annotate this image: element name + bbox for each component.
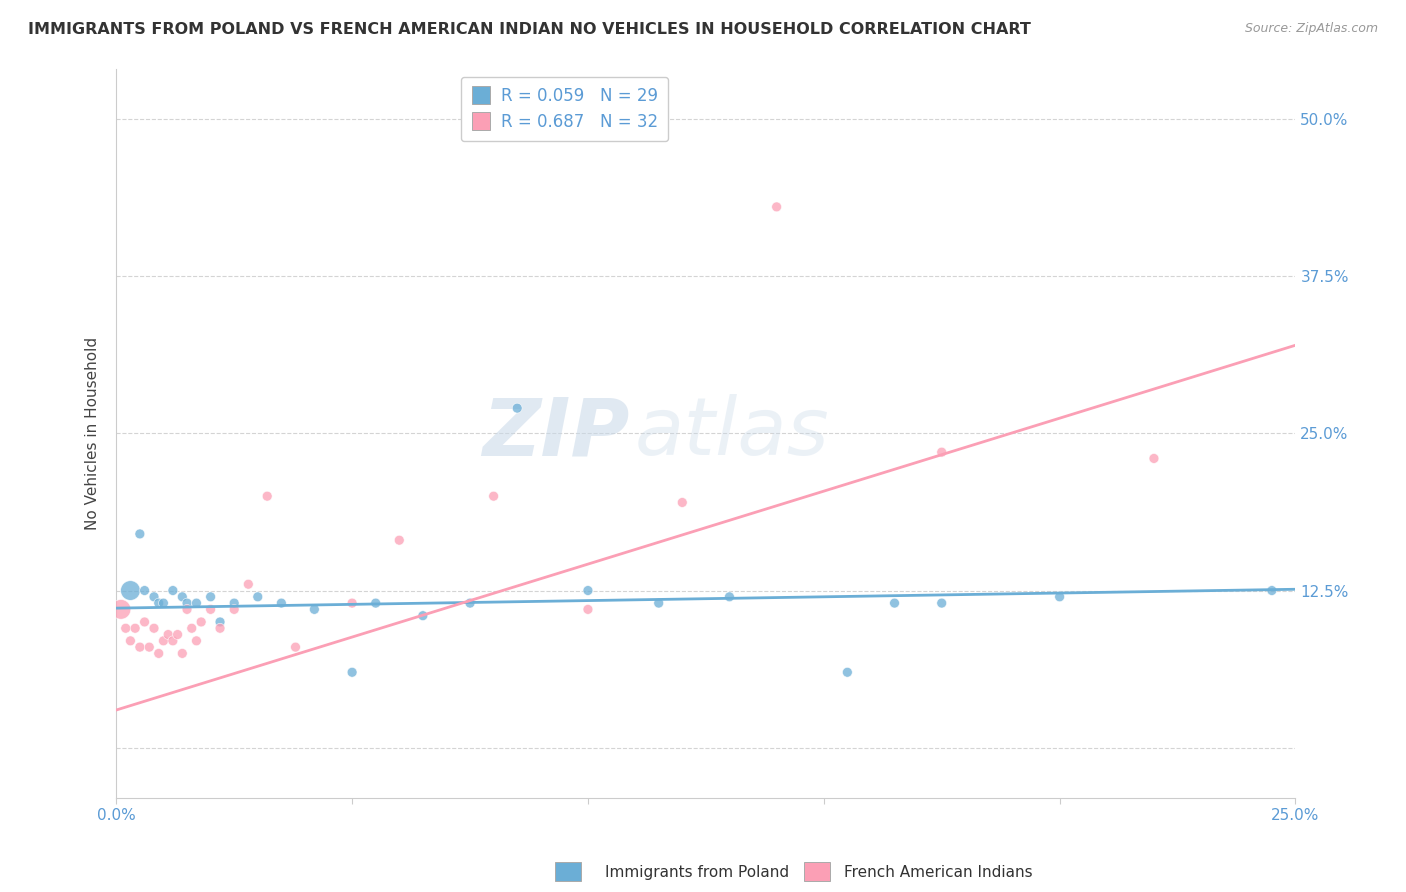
Point: [162, 633, 184, 648]
Point: [134, 583, 156, 598]
Point: [482, 489, 505, 503]
Point: [128, 527, 150, 541]
Point: [190, 615, 212, 629]
Point: [152, 633, 174, 648]
Point: [364, 596, 387, 610]
Point: [157, 627, 180, 641]
Point: [110, 602, 132, 616]
Point: [128, 640, 150, 654]
Text: IMMIGRANTS FROM POLAND VS FRENCH AMERICAN INDIAN NO VEHICLES IN HOUSEHOLD CORREL: IMMIGRANTS FROM POLAND VS FRENCH AMERICA…: [28, 22, 1031, 37]
Point: [388, 533, 411, 548]
Point: [246, 590, 269, 604]
Point: [114, 621, 136, 635]
Point: [256, 489, 278, 503]
Point: [270, 596, 292, 610]
Point: [138, 640, 160, 654]
Text: Source: ZipAtlas.com: Source: ZipAtlas.com: [1244, 22, 1378, 36]
Point: [238, 577, 260, 591]
Point: [176, 596, 198, 610]
Point: [176, 602, 198, 616]
Point: [458, 596, 481, 610]
Text: Immigrants from Poland: Immigrants from Poland: [605, 865, 789, 880]
Point: [837, 665, 859, 680]
Point: [412, 608, 434, 623]
Point: [718, 590, 741, 604]
Point: [166, 627, 188, 641]
Point: [186, 633, 208, 648]
Point: [143, 590, 166, 604]
Point: [1261, 583, 1284, 598]
Point: [172, 647, 194, 661]
Point: [931, 445, 953, 459]
Point: [506, 401, 529, 416]
Point: [671, 495, 693, 509]
Y-axis label: No Vehicles in Household: No Vehicles in Household: [86, 336, 100, 530]
Point: [224, 596, 246, 610]
Point: [148, 647, 170, 661]
Point: [883, 596, 905, 610]
Point: [120, 633, 142, 648]
Text: ZIP: ZIP: [482, 394, 630, 472]
Point: [209, 621, 232, 635]
Point: [209, 615, 232, 629]
Point: [148, 596, 170, 610]
Point: [200, 590, 222, 604]
Point: [172, 590, 194, 604]
Legend: R = 0.059   N = 29, R = 0.687   N = 32: R = 0.059 N = 29, R = 0.687 N = 32: [461, 77, 668, 141]
Point: [647, 596, 669, 610]
Point: [576, 602, 599, 616]
Point: [162, 583, 184, 598]
Text: atlas: atlas: [636, 394, 830, 472]
Point: [120, 583, 142, 598]
Point: [1049, 590, 1071, 604]
Point: [200, 602, 222, 616]
Point: [304, 602, 326, 616]
Point: [340, 596, 363, 610]
Point: [186, 596, 208, 610]
Point: [340, 665, 363, 680]
Point: [180, 621, 202, 635]
Point: [152, 596, 174, 610]
Point: [765, 200, 787, 214]
Point: [284, 640, 307, 654]
Point: [1143, 451, 1166, 466]
Point: [931, 596, 953, 610]
Point: [576, 583, 599, 598]
Text: French American Indians: French American Indians: [844, 865, 1032, 880]
Point: [143, 621, 166, 635]
Point: [124, 621, 146, 635]
Point: [134, 615, 156, 629]
Point: [224, 602, 246, 616]
